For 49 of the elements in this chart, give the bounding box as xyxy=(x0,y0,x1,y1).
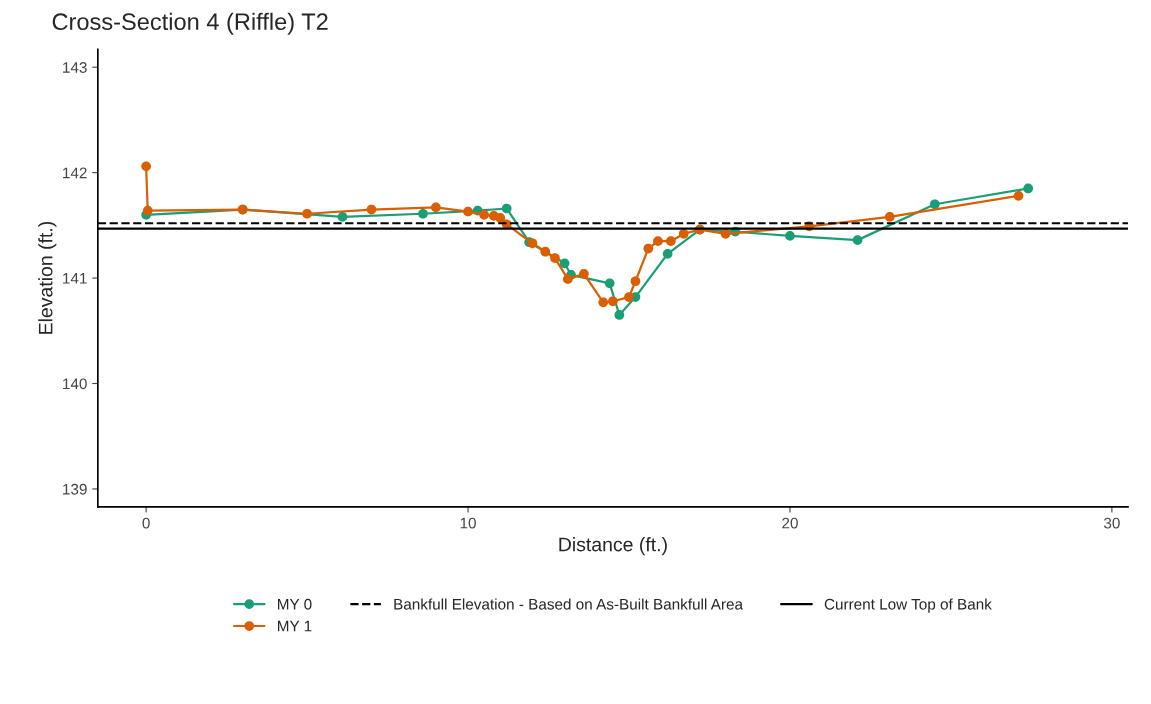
point xyxy=(598,297,609,308)
point xyxy=(142,205,153,216)
point xyxy=(1013,190,1024,201)
point xyxy=(540,246,551,257)
y-tick-label: 141 xyxy=(63,273,87,284)
point xyxy=(852,235,863,245)
point xyxy=(929,199,940,210)
x-tick-label: 0 xyxy=(142,517,150,529)
point xyxy=(562,274,573,284)
point xyxy=(559,258,570,269)
point xyxy=(463,206,473,217)
point xyxy=(608,296,618,307)
y-tick-label: 139 xyxy=(63,483,87,495)
x-tick-label: 10 xyxy=(460,517,476,529)
legend-label: MY 1 xyxy=(278,620,312,632)
point xyxy=(678,228,689,239)
chart-title: Cross-Section 4 (Riffle) T2 xyxy=(52,12,328,35)
point xyxy=(624,292,634,302)
point xyxy=(366,204,377,215)
x-axis-title: Distance (ft.) xyxy=(559,537,667,556)
point xyxy=(665,236,676,247)
y-tick-label: 142 xyxy=(63,167,87,179)
point xyxy=(630,276,641,287)
point xyxy=(550,253,560,263)
point xyxy=(337,212,348,222)
y-axis-title: Elevation (ft.) xyxy=(38,222,57,334)
point xyxy=(662,248,673,259)
point xyxy=(141,161,151,172)
point xyxy=(604,278,615,289)
legend-label: Current Low Top of Bank xyxy=(824,598,992,613)
point xyxy=(579,269,589,279)
point xyxy=(1023,183,1034,194)
point xyxy=(653,236,663,247)
point xyxy=(302,208,312,219)
point xyxy=(418,208,428,219)
x-tick-label: 30 xyxy=(1103,517,1120,529)
legend-label: Bankfull Elevation - Based on As-Built Bankfull Area xyxy=(394,598,744,610)
point xyxy=(479,209,489,220)
point xyxy=(614,310,625,320)
point xyxy=(884,212,895,222)
legend-label: MY 0 xyxy=(278,598,312,610)
point xyxy=(501,203,512,214)
x-tick-label: 20 xyxy=(782,517,798,529)
y-tick-label: 140 xyxy=(63,378,87,390)
point xyxy=(495,213,506,223)
point xyxy=(643,243,654,254)
point xyxy=(785,231,795,241)
point xyxy=(430,202,441,213)
y-tick-label: 143 xyxy=(63,62,87,73)
